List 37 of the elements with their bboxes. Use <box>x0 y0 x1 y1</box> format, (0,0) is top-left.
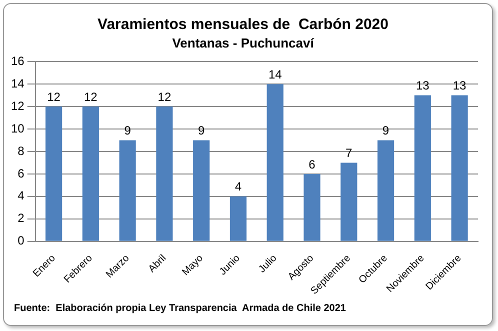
source-note: Fuente: Elaboración propia Ley Transparencia Armada de Chile 2021 <box>14 303 346 314</box>
data-label: 9 <box>382 124 390 138</box>
data-label: 13 <box>452 78 467 93</box>
bar <box>45 106 62 241</box>
bar <box>82 106 99 241</box>
data-label: 12 <box>84 90 98 104</box>
data-label: 7 <box>346 146 353 160</box>
data-label: 6 <box>308 157 316 172</box>
data-label: 9 <box>124 124 132 138</box>
bar <box>377 140 394 241</box>
bar <box>451 95 468 241</box>
y-tick-label: 2 <box>18 211 25 226</box>
bar <box>193 140 210 241</box>
y-tick-label: 8 <box>18 144 25 158</box>
bar <box>156 106 173 241</box>
data-label: 9 <box>198 124 205 138</box>
bar <box>304 174 320 241</box>
y-tick-label: 10 <box>10 121 25 136</box>
y-tick-label: 14 <box>10 76 25 90</box>
y-tick-label: 16 <box>10 54 25 68</box>
y-tick-label: 12 <box>10 98 25 113</box>
bar <box>414 95 431 241</box>
chart-title: Varamientos mensuales de Carbón 2020 <box>98 16 388 34</box>
y-tick-label: 0 <box>18 234 25 248</box>
bar <box>340 162 358 241</box>
y-tick-label: 4 <box>18 188 25 203</box>
x-tick-label: Julio <box>256 252 280 276</box>
y-tick-label: 6 <box>18 166 25 180</box>
bar <box>266 84 284 241</box>
chart-subtitle: Ventanas - Puchuncaví <box>172 35 314 50</box>
data-label: 4 <box>234 180 242 194</box>
data-label: 14 <box>268 67 282 82</box>
data-label: 12 <box>47 90 61 104</box>
data-label: 12 <box>158 90 172 104</box>
data-label: 13 <box>416 78 430 93</box>
bar <box>119 140 136 241</box>
bar <box>230 196 247 241</box>
